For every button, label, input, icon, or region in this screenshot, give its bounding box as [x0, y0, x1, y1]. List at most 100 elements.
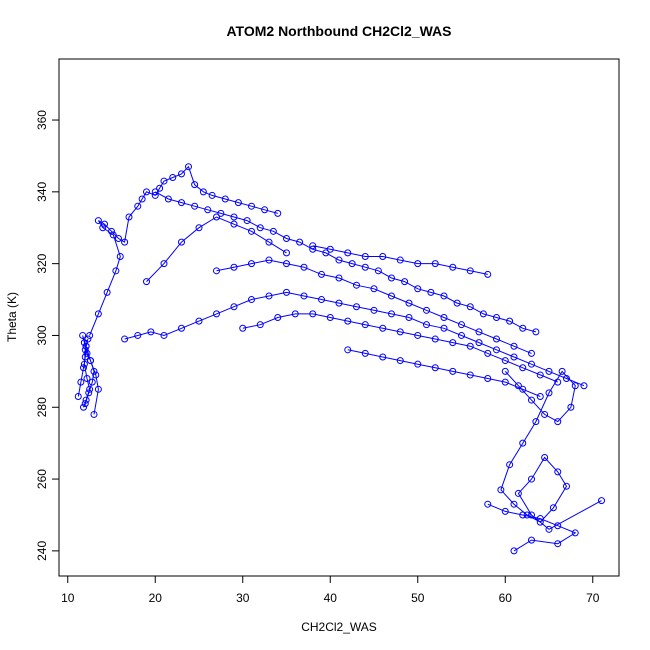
- series-line: [500, 370, 602, 530]
- data-point: [79, 331, 87, 339]
- data-point: [248, 260, 255, 268]
- data-point: [528, 360, 535, 368]
- series-9: [484, 500, 579, 555]
- data-point: [300, 263, 308, 271]
- data-point: [116, 252, 124, 260]
- data-point: [318, 296, 325, 304]
- data-point: [164, 195, 172, 203]
- data-point: [335, 256, 343, 264]
- data-point: [458, 331, 465, 339]
- plot-frame: [58, 58, 620, 577]
- data-point: [221, 195, 229, 203]
- data-point: [191, 202, 199, 210]
- data-point: [528, 536, 535, 544]
- data-point: [370, 306, 378, 314]
- data-point: [374, 267, 382, 275]
- data-point: [475, 339, 483, 347]
- y-tick-label: 280: [35, 397, 49, 417]
- series-5: [213, 256, 535, 357]
- data-point: [234, 199, 242, 207]
- data-point: [506, 461, 514, 469]
- data-point: [213, 213, 220, 221]
- data-point: [326, 245, 334, 253]
- data-point: [160, 260, 168, 268]
- data-point: [479, 310, 487, 318]
- data-point: [361, 349, 369, 357]
- data-point: [178, 199, 185, 207]
- data-point: [121, 335, 129, 343]
- data-point: [554, 522, 562, 530]
- data-point: [74, 392, 82, 400]
- data-point: [230, 263, 238, 271]
- data-point: [108, 227, 115, 235]
- y-axis: 240 260 280 300 320 340 360: [35, 110, 59, 561]
- x-tick-label: 60: [499, 591, 513, 605]
- data-point: [318, 270, 325, 278]
- data-point: [510, 500, 518, 508]
- series-6: [239, 310, 562, 386]
- data-point: [81, 400, 89, 408]
- data-point: [322, 249, 330, 257]
- data-point: [519, 364, 527, 372]
- data-point: [265, 256, 273, 264]
- data-point: [396, 328, 404, 336]
- data-point: [309, 242, 317, 250]
- series-line: [89, 165, 278, 336]
- data-point: [248, 296, 255, 304]
- data-point: [361, 252, 369, 260]
- series-11: [143, 213, 290, 286]
- data-point: [558, 367, 566, 375]
- data-point: [405, 299, 413, 307]
- data-point: [178, 170, 185, 178]
- data-point: [484, 270, 492, 278]
- data-point: [156, 184, 164, 192]
- data-point: [265, 292, 273, 300]
- data-point: [361, 321, 369, 329]
- data-point: [493, 346, 500, 354]
- data-point: [396, 357, 404, 365]
- data-point: [549, 504, 557, 512]
- data-point: [449, 339, 457, 347]
- data-point: [510, 547, 518, 555]
- series-line: [124, 291, 585, 387]
- data-point: [230, 303, 238, 311]
- data-point: [335, 299, 343, 307]
- data-point: [195, 317, 203, 325]
- data-point: [256, 224, 264, 232]
- data-point: [160, 331, 168, 339]
- data-point: [414, 285, 422, 293]
- series-line: [155, 191, 537, 333]
- data-point: [309, 245, 317, 253]
- data-point: [178, 324, 185, 332]
- data-point: [501, 507, 509, 515]
- data-point: [563, 482, 570, 490]
- data-point: [85, 389, 93, 397]
- data-point: [265, 238, 273, 246]
- data-point: [230, 220, 238, 228]
- data-point: [81, 346, 89, 354]
- data-point: [528, 396, 535, 404]
- data-point: [195, 224, 203, 232]
- data-point: [112, 267, 120, 275]
- data-point: [151, 188, 159, 196]
- data-point: [510, 342, 518, 350]
- x-tick-label: 40: [324, 591, 338, 605]
- data-point: [484, 500, 492, 508]
- data-point: [160, 177, 168, 185]
- data-point: [326, 314, 334, 321]
- series-line: [146, 216, 287, 282]
- data-point: [541, 454, 549, 462]
- data-point: [283, 288, 290, 296]
- data-point: [475, 328, 483, 336]
- data-point: [83, 349, 91, 357]
- data-point: [230, 213, 238, 221]
- data-point: [545, 389, 553, 397]
- data-point: [208, 191, 216, 199]
- y-tick-label: 320: [35, 253, 49, 273]
- data-point: [440, 292, 448, 300]
- data-point: [248, 202, 255, 210]
- data-point: [121, 238, 129, 246]
- data-point: [178, 238, 185, 246]
- data-point: [453, 299, 461, 307]
- data-point: [80, 403, 87, 411]
